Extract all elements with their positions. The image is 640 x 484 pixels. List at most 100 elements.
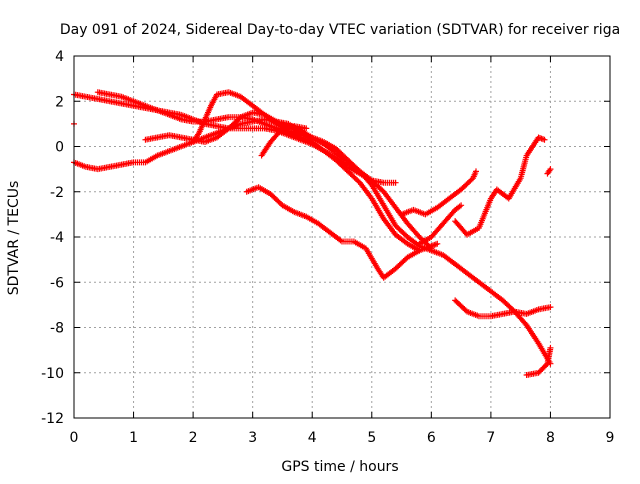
data-point: [94, 95, 112, 104]
x-axis-label: GPS time / hours: [281, 459, 398, 475]
data-point: [523, 307, 540, 317]
data-point: [380, 188, 398, 210]
data-point: [410, 206, 427, 217]
data-point: [350, 238, 368, 251]
data-point: [303, 213, 320, 226]
data-point: [207, 93, 220, 109]
data-point: [213, 114, 231, 123]
x-tick-label: 2: [189, 430, 198, 446]
data-point: [458, 176, 475, 193]
data-point: [541, 136, 548, 143]
data-point: [249, 116, 266, 127]
chart-title: Day 091 of 2024, Sidereal Day-to-day VTE…: [60, 22, 620, 38]
data-point: [475, 197, 494, 231]
data-series: [258, 123, 310, 159]
data-point: [404, 220, 422, 239]
data-point: [237, 110, 254, 121]
data-point: [428, 221, 446, 240]
data-point: [344, 168, 362, 185]
data-point: [249, 102, 267, 117]
data-point: [94, 89, 112, 98]
data-point: [434, 240, 441, 247]
x-tick-label: 1: [129, 430, 138, 446]
data-point: [380, 266, 398, 281]
data-point: [130, 98, 147, 109]
data-point: [392, 179, 399, 186]
data-point: [416, 234, 433, 247]
data-point: [440, 208, 457, 227]
data-point: [178, 139, 195, 150]
data-point: [392, 222, 410, 239]
data-point: [380, 202, 398, 227]
data-point: [267, 126, 285, 145]
y-tick-label: -12: [41, 411, 64, 427]
x-tick-label: 5: [367, 430, 376, 446]
data-point: [487, 288, 505, 303]
data-point: [487, 311, 505, 320]
data-point: [166, 111, 183, 122]
data-point: [106, 98, 123, 107]
data-point: [315, 220, 332, 235]
data-point: [523, 322, 541, 345]
data-point: [333, 157, 350, 174]
x-tick-label: 6: [427, 430, 436, 446]
data-point: [303, 125, 310, 132]
x-tick-label: 4: [308, 430, 317, 446]
data-point: [452, 261, 469, 276]
y-tick-label: -8: [50, 321, 64, 337]
data-series: [142, 109, 554, 367]
data-point: [321, 138, 338, 151]
x-tick-label: 7: [486, 430, 495, 446]
data-point: [261, 111, 278, 124]
data-series: [416, 202, 465, 247]
data-point: [142, 153, 159, 166]
data-point: [279, 202, 296, 215]
data-point: [166, 132, 183, 141]
data-point: [368, 195, 386, 221]
data-point: [475, 279, 493, 294]
data-point: [297, 129, 314, 142]
data-point: [452, 218, 469, 237]
data-point: [404, 248, 421, 261]
data-series: [452, 297, 554, 320]
data-point: [94, 164, 112, 173]
data-point: [118, 93, 135, 104]
data-point: [243, 184, 260, 195]
data-point: [255, 184, 272, 197]
data-point: [82, 163, 100, 172]
data-point: [452, 203, 463, 213]
data-point: [535, 361, 550, 376]
plot-frame: [73, 55, 611, 419]
data-point: [213, 89, 231, 98]
data-point: [166, 144, 183, 155]
x-tick-label: 3: [248, 430, 257, 446]
data-point: [190, 131, 202, 145]
data-point: [464, 270, 481, 285]
data-point: [71, 91, 88, 100]
data-point: [416, 243, 433, 254]
data-point: [523, 136, 541, 159]
tick-layer: 0 1 2 3 4 5 6 7 8 9 -12 -10 -8 -6 -4 -2 0 2 4: [41, 49, 614, 446]
data-point: [368, 181, 386, 207]
data-point: [547, 166, 554, 173]
data-series: [398, 168, 479, 218]
data-point: [505, 176, 523, 202]
data-series: [544, 166, 554, 177]
data-point: [202, 130, 219, 141]
data-point: [142, 102, 159, 113]
x-tick-label: 9: [606, 430, 615, 446]
data-point: [213, 126, 231, 141]
data-point: [535, 304, 552, 313]
data-point: [118, 159, 135, 168]
data-point: [327, 229, 344, 244]
data-point: [428, 247, 445, 258]
data-point: [82, 93, 100, 102]
data-point: [202, 104, 214, 123]
data-layer: [71, 89, 554, 379]
data-point: [344, 157, 362, 174]
data-point: [544, 167, 553, 177]
data-point: [499, 308, 517, 317]
data-point: [237, 93, 255, 108]
data-point: [398, 207, 415, 218]
